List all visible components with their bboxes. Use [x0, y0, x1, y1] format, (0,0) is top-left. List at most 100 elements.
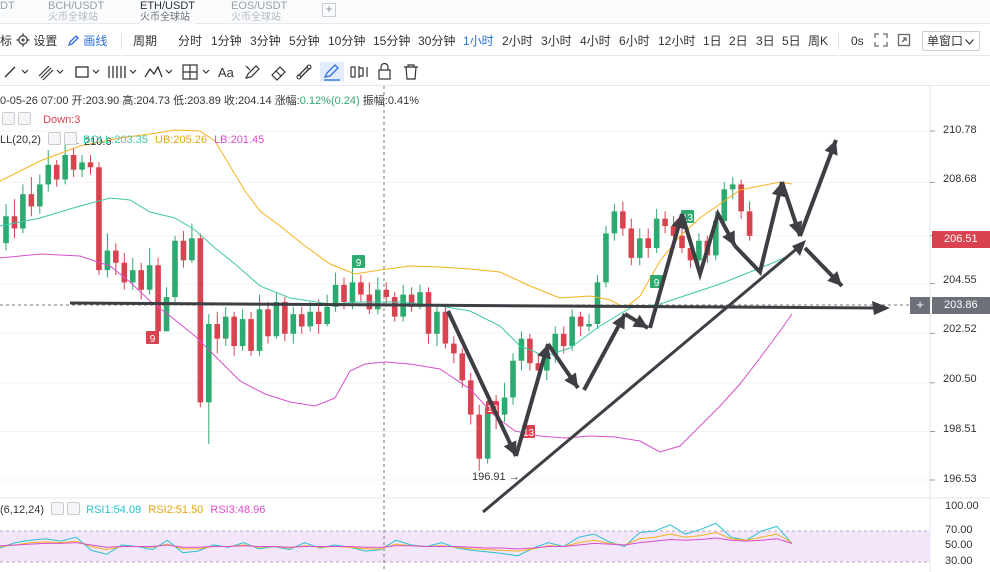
- fib-tool-icon[interactable]: [106, 62, 138, 82]
- add-alert-button[interactable]: +: [910, 297, 930, 314]
- tab-bch-usdt[interactable]: BCH/USDT 火币全球站: [48, 0, 104, 24]
- boll-lb-value: LB:201.45: [214, 134, 265, 146]
- settings-button[interactable]: 设置: [16, 33, 57, 49]
- ohlc-high: 204.73: [136, 95, 171, 107]
- candle-body: [569, 316, 575, 347]
- candle-body: [408, 294, 415, 307]
- candle-body: [273, 301, 280, 337]
- candle-body: [121, 262, 128, 283]
- low-marker-label: 196.91 →: [472, 471, 520, 483]
- toolbar-divider: [121, 33, 122, 49]
- close-icon[interactable]: [18, 112, 31, 125]
- tab-exchange: 火币全球站: [48, 12, 98, 23]
- boll-ub-value: UB:205.26: [155, 134, 207, 146]
- tab-eos-usdt[interactable]: EOS/USDT 火币全球站: [231, 0, 287, 24]
- candle-body: [510, 360, 516, 398]
- period-option[interactable]: 15分钟: [373, 34, 411, 48]
- toolbar-divider: [838, 33, 839, 49]
- period-option[interactable]: 周K: [808, 34, 829, 48]
- arrow-head: [792, 240, 806, 256]
- ohlc-date: 0-05-26 07:00: [0, 95, 69, 107]
- price-axis-label: 202.52: [943, 323, 977, 335]
- lock-tool-icon[interactable]: [348, 62, 370, 82]
- period-option[interactable]: 3小时: [541, 34, 572, 48]
- tab-pair: DT: [0, 0, 15, 12]
- candle-body: [11, 216, 18, 229]
- rsi-axis-label: 100.00: [945, 500, 979, 512]
- lock-icon[interactable]: [374, 62, 396, 82]
- eraser-tool-icon[interactable]: [268, 62, 290, 82]
- draw-mode-icon[interactable]: [320, 62, 344, 82]
- candle-body: [214, 323, 221, 339]
- close-icon[interactable]: [64, 132, 78, 145]
- kline-chart[interactable]: 9 9 9 13 13 13 ← 210.6 196.91 → 0-05-26 07:00 开…: [0, 86, 990, 572]
- candle-body: [467, 380, 474, 415]
- support-line: [69, 301, 881, 310]
- tab-pair: ETH/USDT: [140, 0, 195, 12]
- td-count-badge: [146, 331, 159, 344]
- period-option[interactable]: 6小时: [619, 34, 650, 48]
- period-option[interactable]: 1分钟: [211, 34, 242, 48]
- period-option[interactable]: 3分钟: [250, 34, 281, 48]
- magnet-tool-icon[interactable]: [294, 62, 316, 82]
- add-tab-button[interactable]: +: [322, 3, 336, 17]
- candle-body: [653, 218, 660, 249]
- settings-icon[interactable]: [2, 112, 15, 125]
- multi-line-tool-icon[interactable]: [36, 62, 66, 82]
- candle-body: [679, 235, 685, 249]
- candle-body: [687, 248, 694, 261]
- fullscreen-icon[interactable]: [874, 33, 888, 47]
- period-option[interactable]: 2日: [729, 34, 748, 48]
- tab-eth-usdt[interactable]: ETH/USDT 火币全球站: [140, 0, 195, 25]
- candle-body: [138, 270, 144, 290]
- candle-body: [451, 343, 457, 354]
- period-option[interactable]: 10分钟: [328, 34, 366, 48]
- close-icon[interactable]: [67, 502, 81, 515]
- period-option[interactable]: 1日: [703, 34, 722, 48]
- pattern-tool-icon[interactable]: [143, 62, 175, 82]
- td-count-label: 13: [682, 213, 694, 224]
- text-tool-icon[interactable]: Aa: [216, 62, 238, 82]
- tab-prev[interactable]: DT: [0, 0, 15, 24]
- line-tool-icon[interactable]: [2, 62, 30, 82]
- brush-tool-icon[interactable]: [242, 62, 264, 82]
- rsi-axis-label: 30.00: [945, 555, 973, 567]
- drawn-arrow: [680, 208, 737, 281]
- drawn-arrow: [733, 181, 784, 277]
- period-option[interactable]: 30分钟: [418, 34, 456, 48]
- rsi3-line: [0, 537, 793, 550]
- candle-body: [527, 338, 533, 364]
- period-option[interactable]: 分时: [178, 34, 203, 48]
- candle-body: [425, 292, 432, 334]
- period-option[interactable]: 3日: [756, 34, 775, 48]
- period-option[interactable]: 5日: [782, 34, 801, 48]
- td-count-label: 9: [356, 258, 362, 269]
- rectangle-tool-icon[interactable]: [72, 62, 102, 82]
- td-indicator-legend: Down:3: [2, 112, 80, 126]
- screenshot-icon[interactable]: [897, 33, 911, 47]
- indicator-button[interactable]: 标: [0, 34, 13, 48]
- measure-tool-icon[interactable]: [180, 62, 212, 82]
- candle-body: [459, 353, 466, 381]
- candle-body: [298, 314, 305, 327]
- td-count-badge: [650, 275, 663, 288]
- ohlc-amplitude-label: 振幅:: [362, 95, 388, 107]
- period-option[interactable]: 4小时: [580, 34, 611, 48]
- candle-body: [290, 314, 297, 334]
- candle-body: [484, 407, 491, 459]
- draw-button[interactable]: 画线: [67, 33, 107, 49]
- settings-icon[interactable]: [48, 132, 62, 145]
- delete-tool-icon[interactable]: [400, 62, 422, 82]
- period-option[interactable]: 2小时: [502, 34, 533, 48]
- arrow-head: [824, 140, 838, 156]
- period-option[interactable]: 1小时: [463, 34, 494, 48]
- settings-icon[interactable]: [51, 502, 65, 515]
- period-option[interactable]: 12小时: [658, 34, 696, 48]
- window-mode-select[interactable]: 单窗口: [922, 31, 980, 51]
- candle-body: [307, 311, 313, 327]
- candle-body: [391, 297, 398, 317]
- candle-body: [3, 216, 9, 244]
- candle-body: [535, 363, 542, 371]
- period-option[interactable]: 5分钟: [289, 34, 320, 48]
